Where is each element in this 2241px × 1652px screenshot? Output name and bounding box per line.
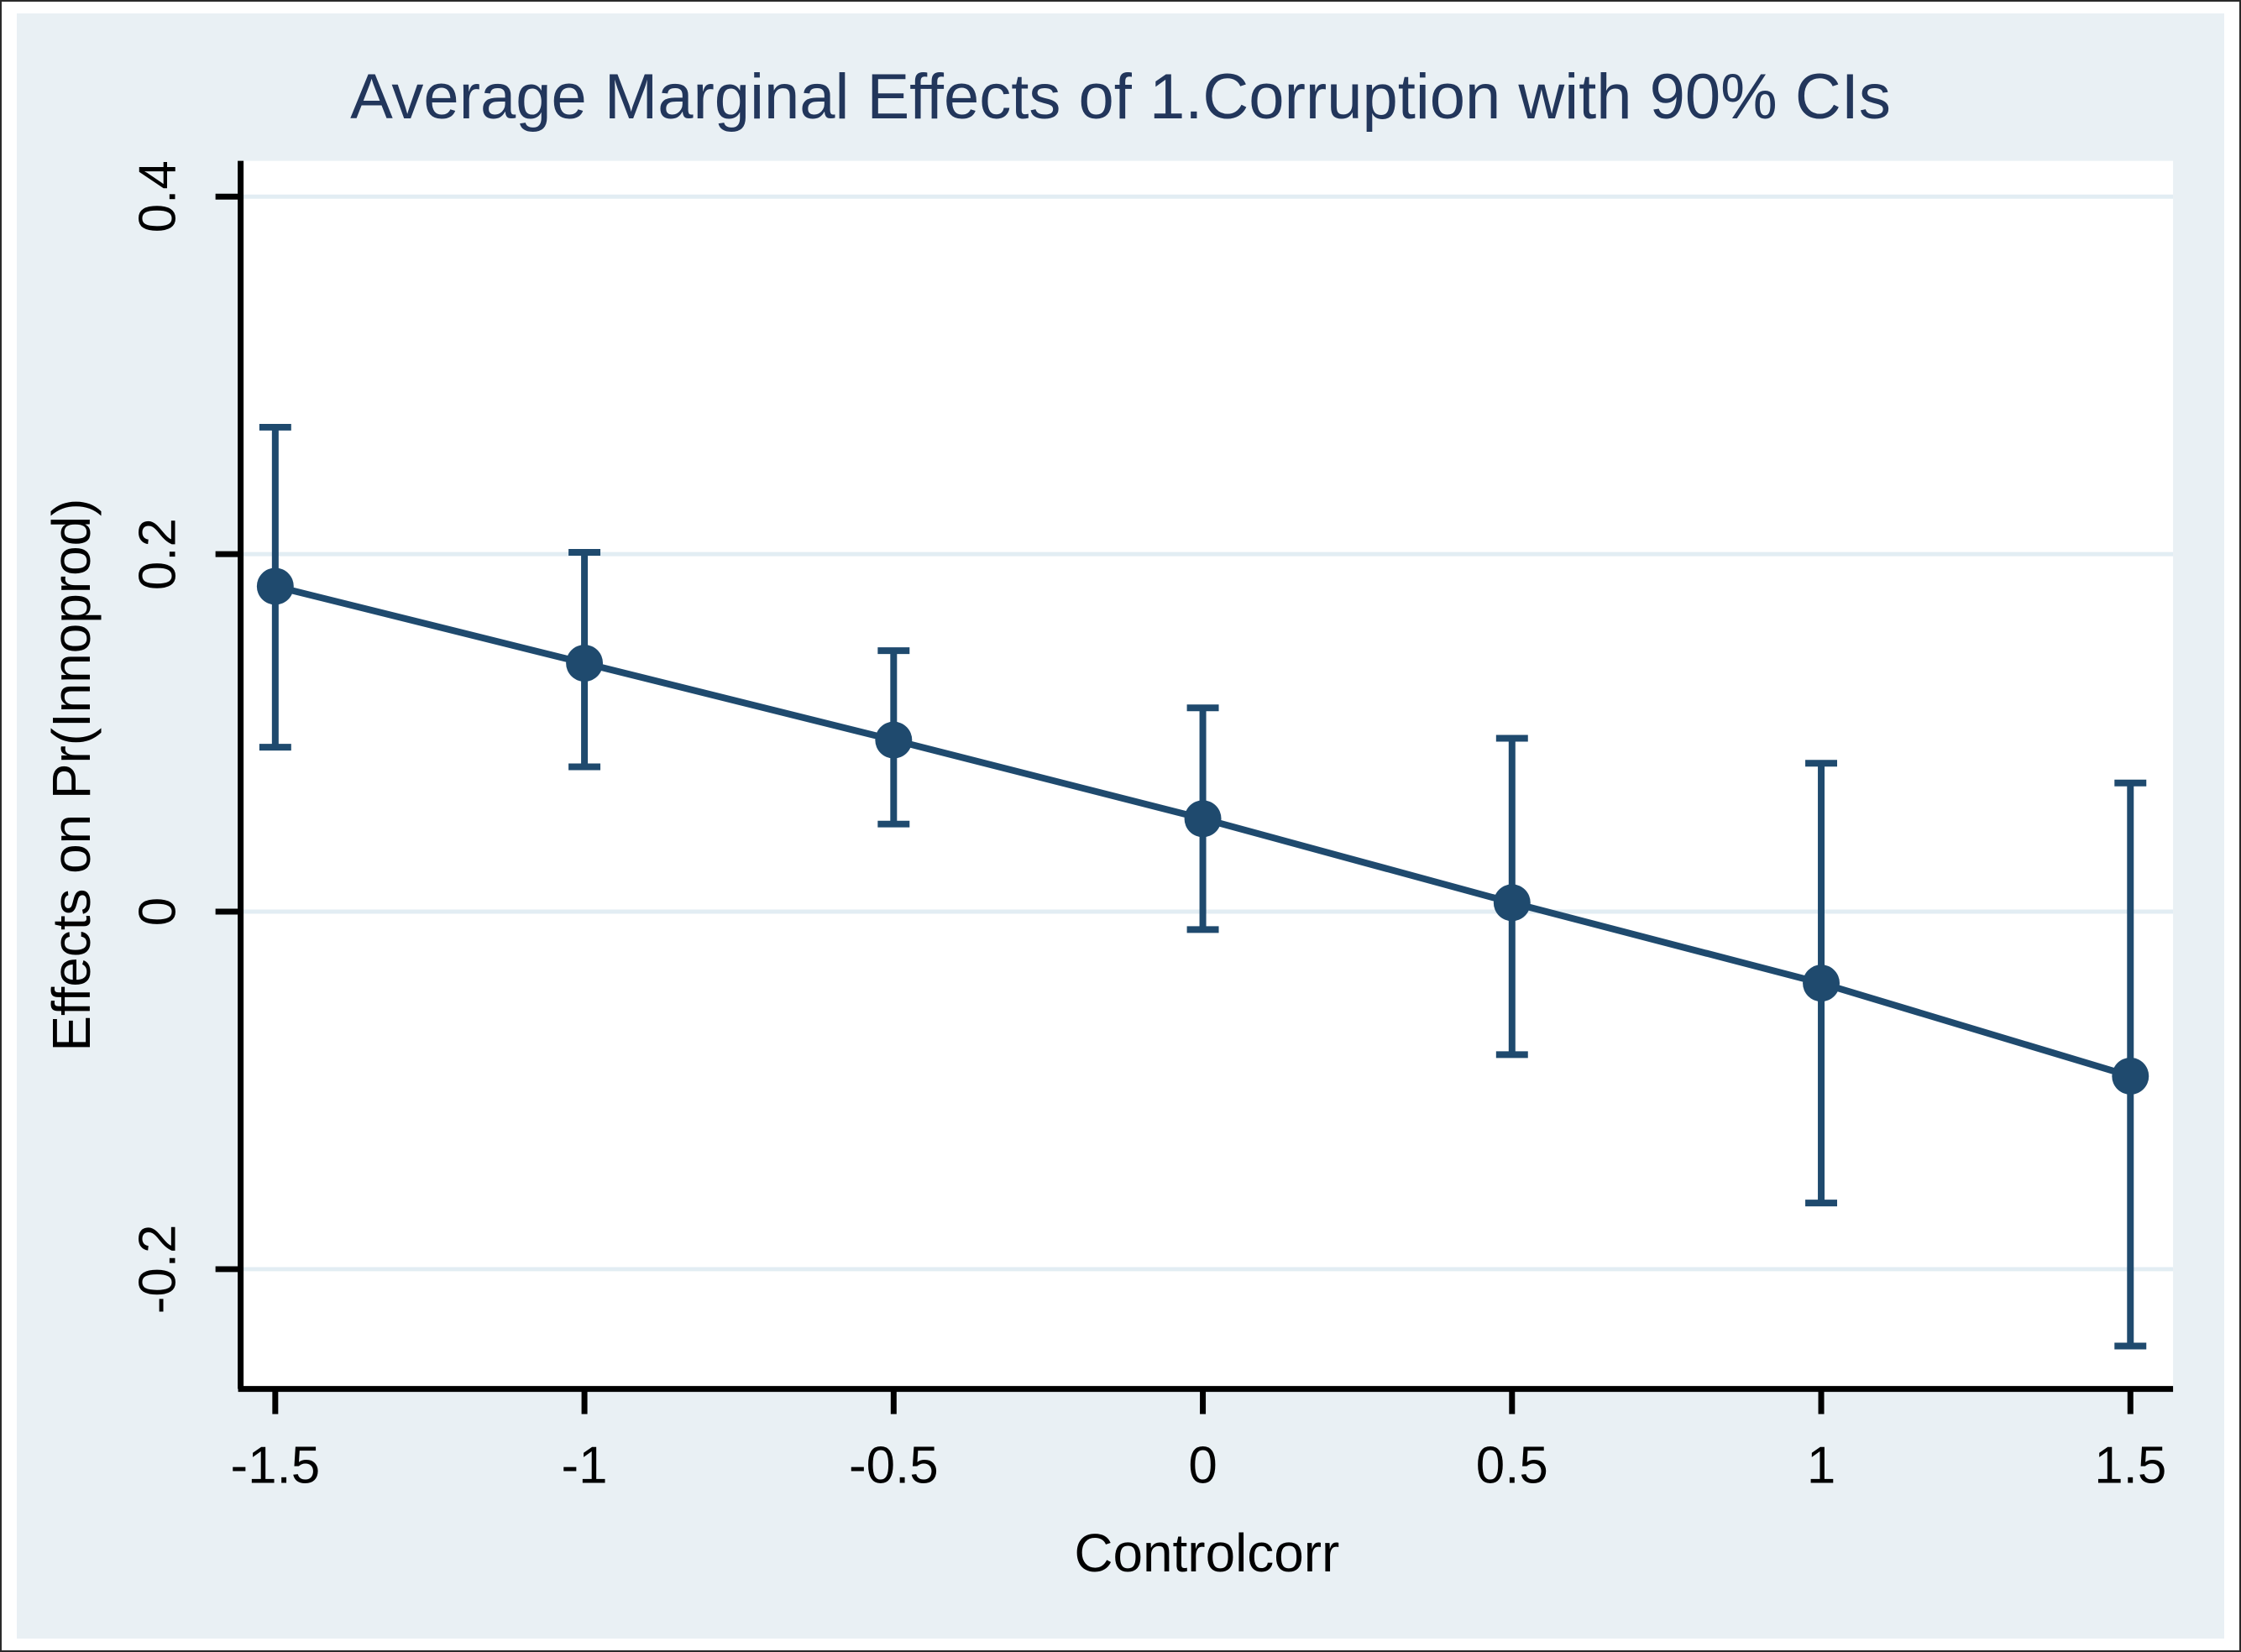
x-tick-label: -1.5 <box>231 1436 321 1494</box>
data-point <box>256 567 294 605</box>
y-axis-title: Effects on Pr(Innoprod) <box>41 499 102 1052</box>
y-tick-label: 0 <box>129 897 187 926</box>
data-point <box>566 645 604 682</box>
data-point <box>1184 800 1222 838</box>
graph-panel: Average Marginal Effects of 1.Corruption… <box>17 13 2224 1639</box>
x-tick-label: 1.5 <box>2094 1436 2166 1494</box>
data-point <box>875 721 913 759</box>
data-point <box>1803 965 1840 1002</box>
y-tick-label: 0.2 <box>129 518 187 590</box>
x-tick-label: 0 <box>1188 1436 1217 1494</box>
plot-area <box>240 160 2174 1389</box>
x-tick-label: -0.5 <box>849 1436 939 1494</box>
x-axis-title: Controlcorr <box>1074 1523 1339 1583</box>
x-tick-label: 1 <box>1807 1436 1835 1494</box>
data-point <box>1493 884 1531 922</box>
y-tick-label: -0.2 <box>129 1225 187 1315</box>
chart-title: Average Marginal Effects of 1.Corruption… <box>350 61 1891 133</box>
x-tick-label: 0.5 <box>1476 1436 1548 1494</box>
x-tick-label: -1 <box>562 1436 608 1494</box>
chart-canvas: 0.4 0.2 0 -0.2 -1.5 -1 -0.5 0 0.5 1 1.5 Controlcorr… <box>41 160 2174 1583</box>
y-tick-label: 0.4 <box>129 160 187 233</box>
data-point <box>2112 1057 2149 1095</box>
